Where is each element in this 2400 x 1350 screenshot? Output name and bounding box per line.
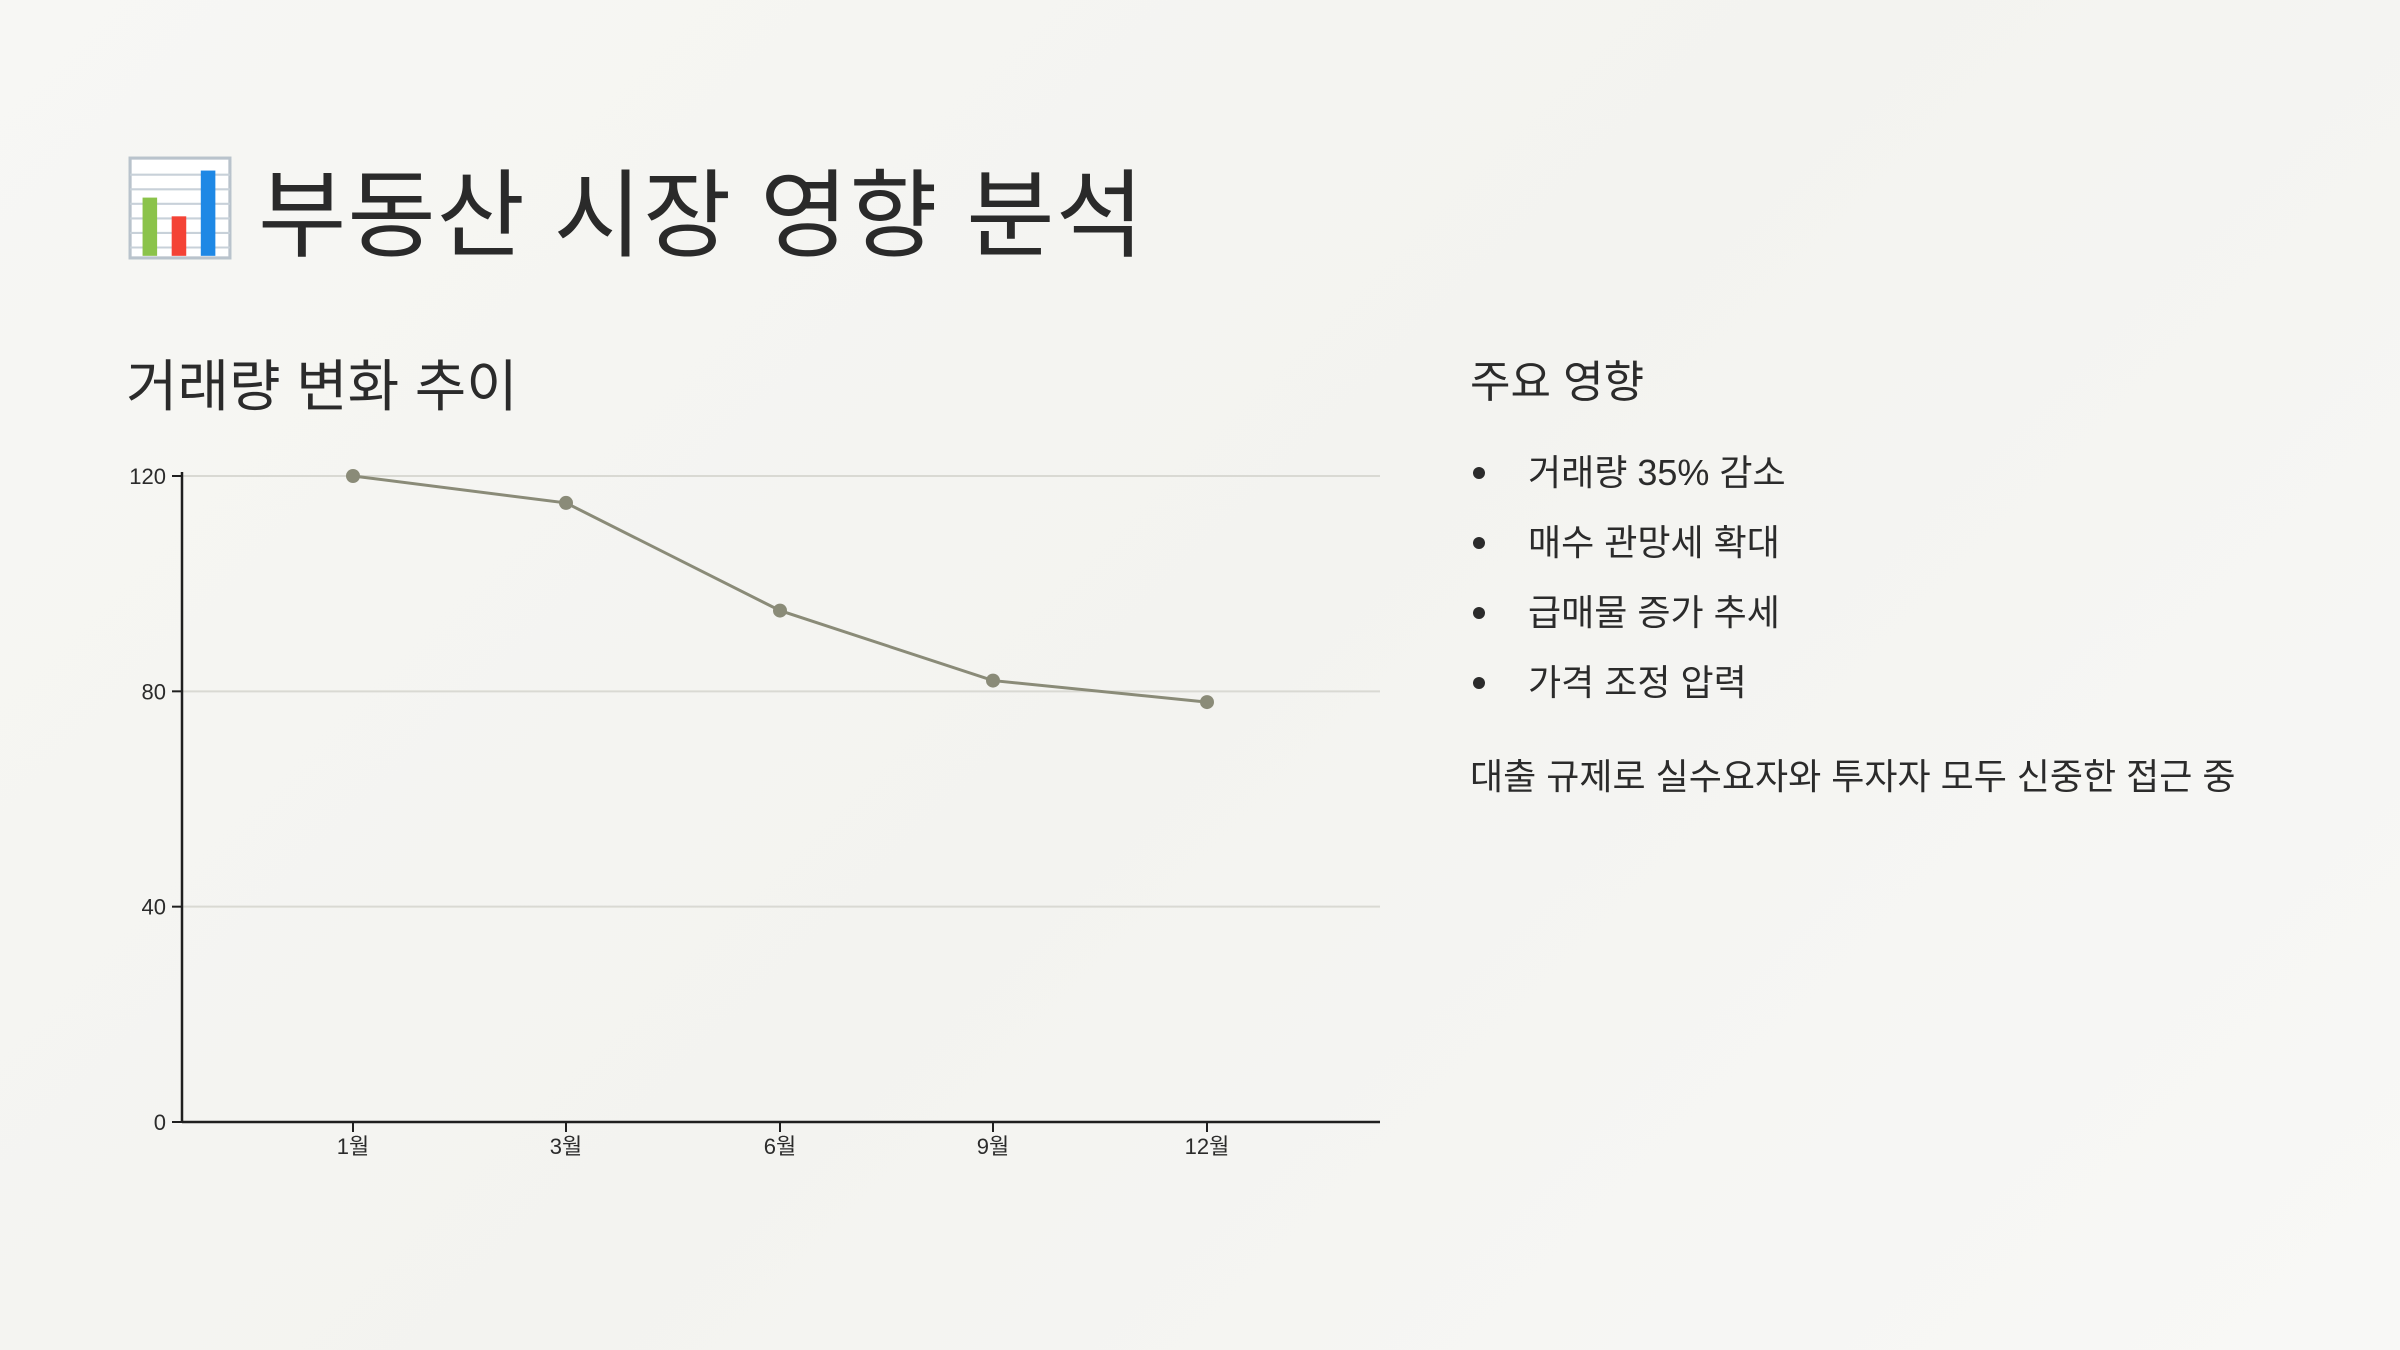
impact-item: 가격 조정 압력: [1470, 656, 1786, 726]
x-tick-label: 6월: [764, 1134, 796, 1159]
y-tick-label: 120: [129, 464, 166, 489]
x-tick-label: 12월: [1185, 1134, 1230, 1159]
x-tick-label: 3월: [550, 1134, 582, 1159]
impacts-list: 거래량 35% 감소 매수 관망세 확대 급매물 증가 추세 가격 조정 압력: [1470, 446, 1786, 726]
page-title-text: 부동산 시장 영향 분석: [258, 163, 1145, 270]
x-tick-label: 9월: [977, 1134, 1009, 1159]
impact-item: 매수 관망세 확대: [1470, 516, 1786, 586]
impact-item: 급매물 증가 추세: [1470, 586, 1786, 656]
y-tick-label: 40: [142, 895, 166, 920]
impacts-note: 대출 규제로 실수요자와 투자자 모두 신중한 접근 중: [1470, 756, 2236, 797]
impact-item: 거래량 35% 감소: [1470, 446, 1786, 516]
chart-title: 거래량 변화 추이: [126, 355, 518, 418]
data-point: [773, 603, 787, 618]
page-title: 부동산 시장 영향 분석: [128, 138, 1145, 277]
x-tick-label: 1월: [337, 1134, 369, 1159]
impacts-title: 주요 영향: [1470, 358, 1645, 407]
bar-chart-icon: [128, 156, 232, 259]
series-line: [352, 474, 1208, 704]
y-tick-label: 0: [154, 1110, 166, 1135]
y-tick-label: 80: [142, 679, 166, 704]
data-point: [346, 469, 360, 483]
data-point: [559, 495, 573, 510]
data-point: [986, 673, 1000, 688]
data-point: [1200, 695, 1214, 710]
